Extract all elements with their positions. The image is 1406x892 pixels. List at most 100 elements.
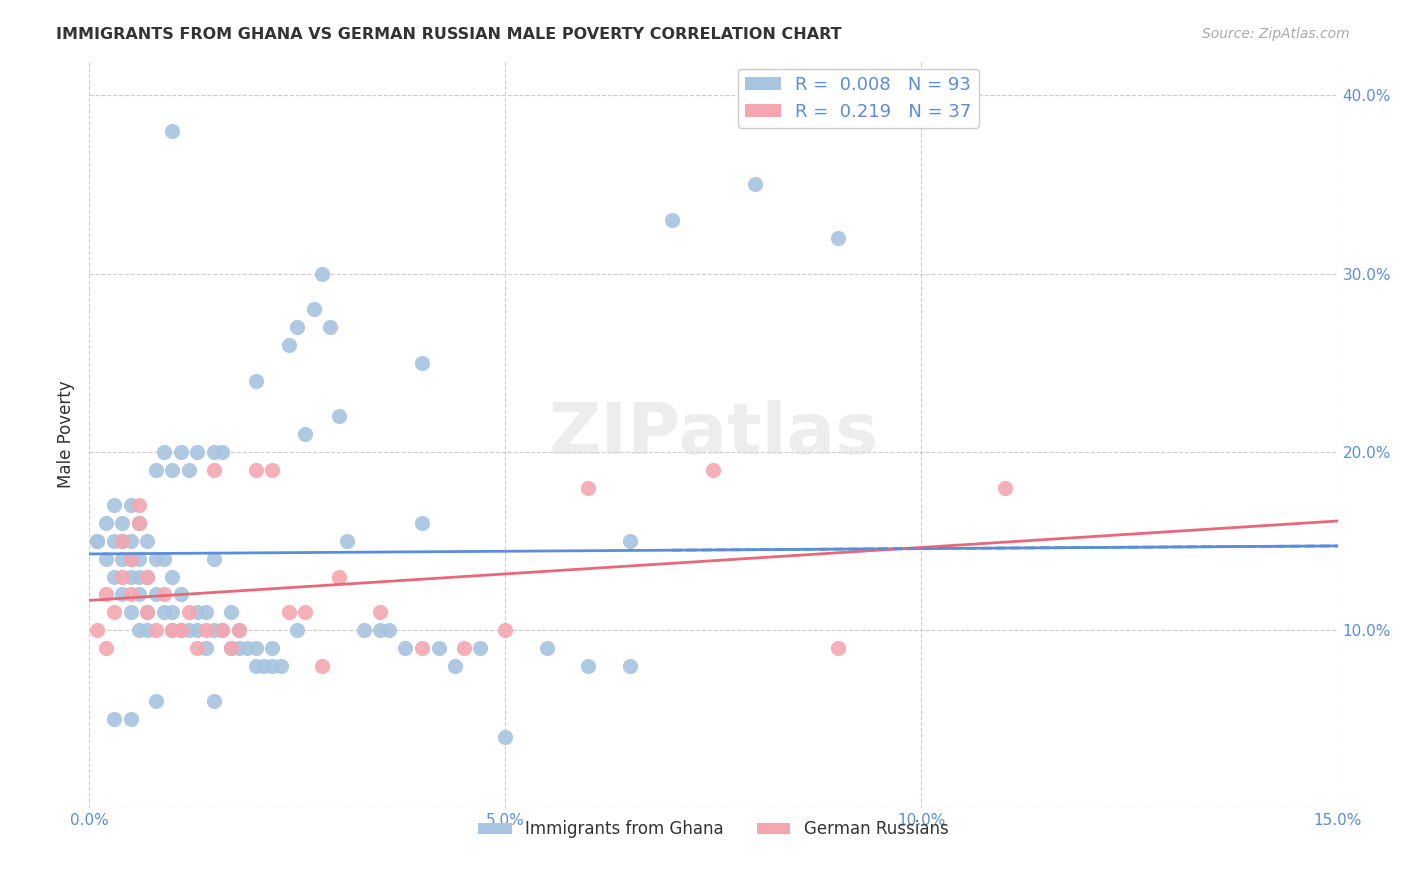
Point: [186, 623, 208, 637]
Point: [128, 499, 150, 513]
Point: [702, 463, 724, 477]
Point: [120, 499, 142, 513]
Point: [202, 463, 225, 477]
Point: [311, 267, 333, 281]
Point: [294, 427, 316, 442]
Point: [111, 587, 134, 601]
Point: [194, 623, 217, 637]
Point: [211, 445, 233, 459]
Point: [94, 516, 117, 531]
Point: [111, 569, 134, 583]
Point: [153, 445, 176, 459]
Point: [470, 640, 492, 655]
Point: [453, 640, 475, 655]
Point: [94, 640, 117, 655]
Point: [162, 623, 184, 637]
Point: [128, 569, 150, 583]
Point: [494, 623, 516, 637]
Point: [162, 124, 184, 138]
Point: [103, 712, 125, 726]
Point: [162, 605, 184, 619]
Point: [169, 445, 191, 459]
Point: [120, 551, 142, 566]
Point: [202, 623, 225, 637]
Point: [253, 658, 276, 673]
Text: IMMIGRANTS FROM GHANA VS GERMAN RUSSIAN MALE POVERTY CORRELATION CHART: IMMIGRANTS FROM GHANA VS GERMAN RUSSIAN …: [56, 27, 842, 42]
Point: [120, 551, 142, 566]
Point: [578, 481, 600, 495]
Legend: Immigrants from Ghana, German Russians: Immigrants from Ghana, German Russians: [471, 814, 955, 845]
Point: [94, 587, 117, 601]
Point: [162, 623, 184, 637]
Point: [111, 534, 134, 549]
Point: [194, 640, 217, 655]
Point: [427, 640, 450, 655]
Point: [994, 481, 1017, 495]
Point: [827, 640, 849, 655]
Point: [86, 623, 108, 637]
Point: [328, 409, 350, 424]
Point: [120, 587, 142, 601]
Point: [494, 730, 516, 744]
Point: [236, 640, 259, 655]
Point: [245, 463, 267, 477]
Point: [186, 640, 208, 655]
Point: [145, 694, 167, 708]
Point: [219, 640, 242, 655]
Point: [328, 569, 350, 583]
Point: [294, 605, 316, 619]
Point: [262, 640, 284, 655]
Point: [128, 516, 150, 531]
Point: [411, 640, 433, 655]
Point: [177, 605, 200, 619]
Point: [319, 320, 342, 334]
Text: ZIPatlas: ZIPatlas: [548, 400, 879, 468]
Point: [120, 569, 142, 583]
Point: [120, 712, 142, 726]
Point: [120, 534, 142, 549]
Point: [245, 658, 267, 673]
Point: [411, 516, 433, 531]
Point: [202, 551, 225, 566]
Point: [744, 178, 766, 192]
Point: [177, 463, 200, 477]
Point: [228, 623, 250, 637]
Point: [136, 605, 159, 619]
Point: [136, 569, 159, 583]
Point: [177, 623, 200, 637]
Point: [219, 640, 242, 655]
Point: [128, 623, 150, 637]
Point: [145, 551, 167, 566]
Point: [103, 534, 125, 549]
Point: [169, 623, 191, 637]
Point: [619, 534, 641, 549]
Point: [120, 605, 142, 619]
Point: [103, 605, 125, 619]
Point: [377, 623, 399, 637]
Point: [370, 605, 392, 619]
Point: [827, 231, 849, 245]
Point: [536, 640, 558, 655]
Point: [370, 623, 392, 637]
Point: [153, 587, 176, 601]
Text: Source: ZipAtlas.com: Source: ZipAtlas.com: [1202, 27, 1350, 41]
Point: [103, 499, 125, 513]
Point: [86, 534, 108, 549]
Point: [136, 623, 159, 637]
Point: [277, 338, 299, 352]
Point: [311, 658, 333, 673]
Point: [194, 605, 217, 619]
Point: [211, 623, 233, 637]
Point: [219, 605, 242, 619]
Point: [444, 658, 467, 673]
Point: [578, 658, 600, 673]
Point: [145, 623, 167, 637]
Point: [169, 623, 191, 637]
Point: [136, 605, 159, 619]
Point: [661, 213, 683, 227]
Point: [128, 551, 150, 566]
Point: [228, 623, 250, 637]
Point: [86, 534, 108, 549]
Point: [136, 569, 159, 583]
Point: [619, 658, 641, 673]
